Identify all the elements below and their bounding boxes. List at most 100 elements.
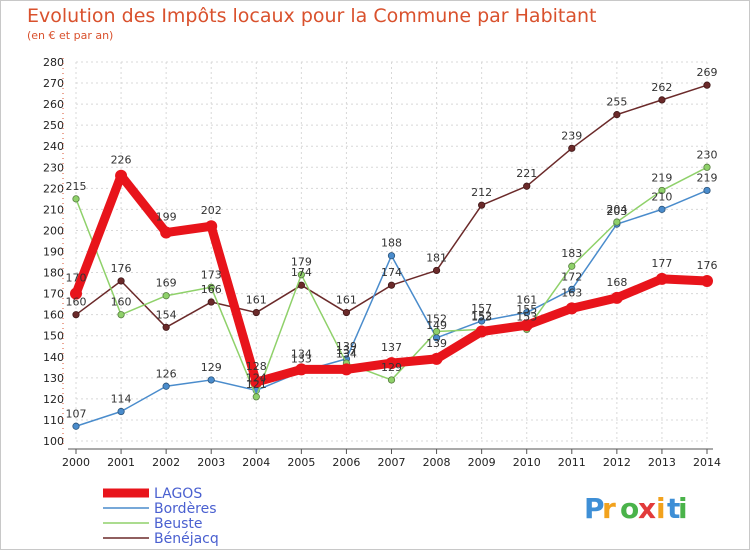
data-point	[523, 308, 531, 317]
data-point	[162, 382, 170, 390]
y-tick-label: 200	[43, 224, 64, 237]
data-label: 239	[561, 129, 582, 142]
y-tick-label: 160	[43, 309, 64, 322]
x-tick-label: 2008	[423, 456, 451, 469]
data-label: 153	[471, 310, 492, 323]
data-label: 221	[516, 167, 537, 180]
legend-label: Bénéjacq	[154, 531, 219, 547]
y-tick-label: 240	[43, 140, 64, 153]
data-label: 202	[201, 204, 222, 217]
data-point	[658, 205, 666, 213]
data-label: 107	[66, 407, 87, 420]
data-point	[207, 376, 215, 384]
y-tick-label: 250	[43, 119, 64, 132]
x-tick-label: 2005	[287, 456, 315, 469]
data-label: 174	[291, 266, 312, 279]
data-label: 129	[381, 361, 402, 374]
x-tick-label: 2007	[378, 456, 406, 469]
logo-letter: x	[638, 492, 656, 525]
y-tick-label: 180	[43, 267, 64, 280]
data-point	[613, 218, 621, 226]
chart-title: Evolution des Impôts locaux pour la Comm…	[27, 5, 597, 27]
data-label: 226	[111, 154, 132, 167]
data-point	[252, 393, 260, 401]
y-tick-label: 120	[43, 393, 64, 406]
y-tick-label: 140	[43, 351, 64, 364]
data-point	[387, 281, 396, 289]
data-label: 163	[561, 286, 582, 299]
data-point	[430, 352, 443, 365]
data-point	[340, 363, 353, 376]
data-point	[568, 144, 576, 152]
data-label: 157	[471, 302, 492, 315]
data-label: 155	[516, 303, 537, 316]
data-label: 255	[606, 96, 627, 109]
data-label: 173	[201, 268, 222, 281]
x-tick-label: 2006	[332, 456, 360, 469]
data-point	[478, 201, 486, 209]
data-point	[252, 308, 260, 317]
logo-letter: P	[584, 492, 605, 525]
data-point	[478, 317, 486, 325]
data-label: 168	[606, 276, 627, 289]
data-point	[160, 226, 173, 239]
data-point	[523, 182, 531, 190]
data-label: 161	[336, 294, 357, 307]
legend-label: Beuste	[154, 516, 203, 532]
x-tick-label: 2001	[107, 456, 135, 469]
data-point	[568, 262, 576, 270]
data-label: 134	[291, 347, 312, 360]
data-label: 203	[606, 205, 627, 218]
data-point	[432, 266, 441, 275]
y-tick-label: 150	[43, 330, 64, 343]
data-label: 262	[651, 81, 672, 94]
data-label: 199	[156, 211, 177, 224]
logo-letter: t	[667, 492, 680, 525]
data-point	[70, 287, 82, 300]
y-tick-label: 100	[43, 435, 64, 448]
x-tick-label: 2000	[62, 456, 90, 469]
x-tick-label: 2009	[468, 456, 496, 469]
data-labels: 160 176 154 166 161 174 161 174 181 212 221 239 255 2…	[66, 66, 718, 420]
data-point	[72, 195, 80, 203]
data-label: 269	[697, 66, 718, 79]
data-point	[117, 311, 125, 319]
data-point	[162, 323, 170, 331]
data-point	[658, 186, 666, 195]
data-label: 183	[561, 247, 582, 260]
data-label: 188	[381, 237, 402, 250]
legend-label: Bordères	[154, 501, 217, 517]
data-point	[117, 277, 125, 285]
data-point	[655, 272, 668, 285]
data-point	[162, 292, 170, 300]
logo-letter: i	[656, 492, 666, 525]
x-tick-label: 2004	[242, 456, 270, 469]
logo-letter: i	[678, 492, 688, 525]
x-tick-label: 2012	[603, 456, 631, 469]
data-point	[387, 376, 396, 384]
data-point	[703, 81, 711, 89]
data-label: 114	[111, 393, 132, 406]
data-label: 152	[471, 310, 492, 323]
data-label: 153	[516, 310, 537, 323]
y-tick-label: 270	[43, 77, 64, 90]
data-label: 219	[697, 171, 718, 184]
data-label: 176	[697, 259, 718, 272]
y-tick-label: 260	[43, 98, 64, 111]
data-label: 170	[66, 272, 87, 285]
y-tick-label: 110	[43, 414, 64, 427]
data-point	[703, 163, 711, 171]
x-tick-label: 2002	[152, 456, 180, 469]
data-point	[207, 298, 215, 306]
data-label: 179	[291, 256, 312, 269]
data-label: 181	[426, 251, 447, 264]
data-label: 121	[246, 378, 267, 391]
data-label: 219	[651, 171, 672, 184]
data-point	[701, 274, 713, 287]
x-tick-label: 2010	[513, 456, 541, 469]
data-point	[387, 252, 396, 260]
y-tick-label: 210	[43, 203, 64, 216]
data-point	[72, 422, 80, 430]
